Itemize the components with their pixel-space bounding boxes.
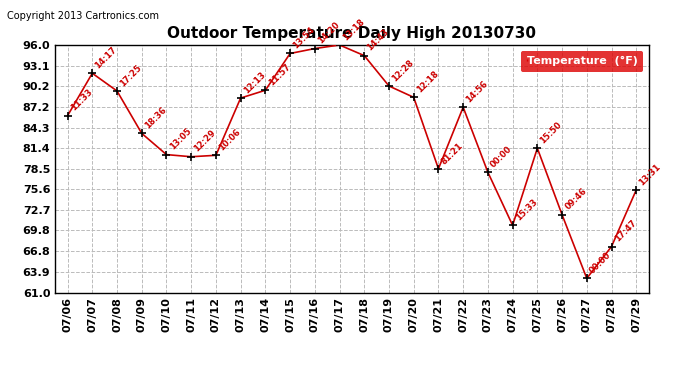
Text: Copyright 2013 Cartronics.com: Copyright 2013 Cartronics.com: [7, 11, 159, 21]
Text: 14:56: 14:56: [464, 79, 490, 104]
Text: 10:06: 10:06: [217, 127, 242, 153]
Text: 17:25: 17:25: [118, 63, 144, 88]
Text: 12:28: 12:28: [391, 58, 415, 83]
Text: 13:54: 13:54: [291, 26, 317, 51]
Text: 14:43: 14:43: [366, 27, 391, 53]
Text: 12:18: 12:18: [415, 69, 440, 94]
Text: 12:13: 12:13: [242, 70, 267, 95]
Text: 00:00: 00:00: [489, 144, 514, 170]
Title: Outdoor Temperature Daily High 20130730: Outdoor Temperature Daily High 20130730: [168, 26, 536, 41]
Text: 17:47: 17:47: [613, 219, 638, 244]
Text: 15:50: 15:50: [539, 120, 564, 146]
Text: 81:21: 81:21: [440, 141, 465, 166]
Text: 14:20: 14:20: [316, 20, 342, 46]
Text: 09:46: 09:46: [563, 187, 589, 212]
Legend: Temperature  (°F): Temperature (°F): [521, 51, 643, 72]
Text: 12:29: 12:29: [193, 129, 218, 154]
Text: 11:33: 11:33: [69, 88, 94, 113]
Text: 11:57: 11:57: [266, 62, 292, 87]
Text: 14:17: 14:17: [94, 45, 119, 70]
Text: 13:05: 13:05: [168, 127, 193, 152]
Text: 18:36: 18:36: [143, 105, 168, 130]
Text: 00:00: 00:00: [588, 251, 613, 276]
Text: 15:33: 15:33: [514, 197, 539, 222]
Text: 13:18: 13:18: [341, 17, 366, 42]
Text: 13:31: 13:31: [638, 162, 662, 187]
